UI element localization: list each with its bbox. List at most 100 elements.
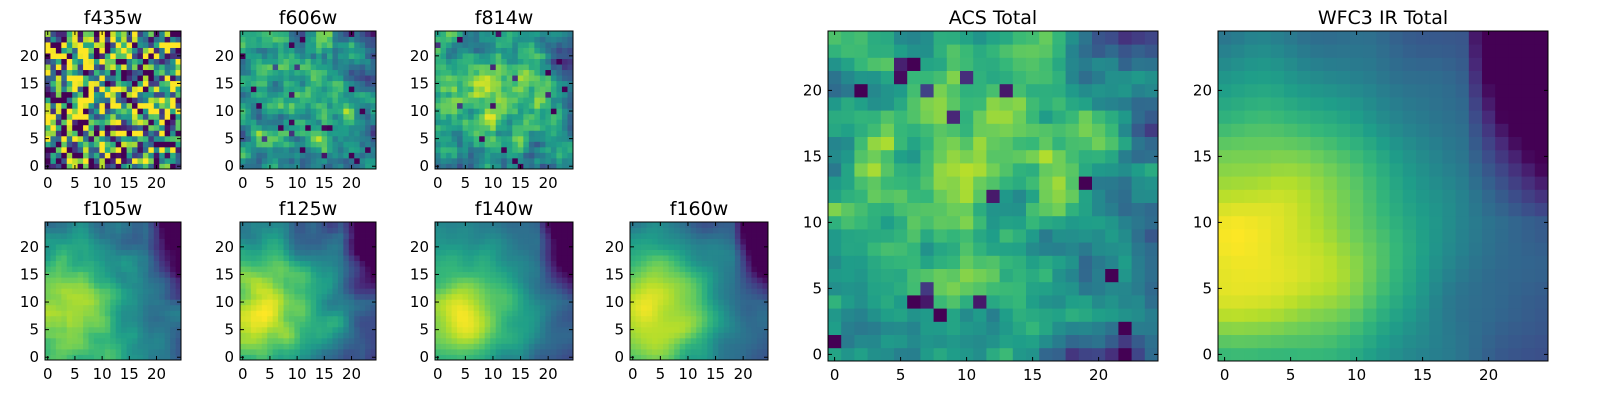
heatmap-cell xyxy=(1131,295,1146,309)
heatmap-cell xyxy=(479,321,486,328)
heatmap-cell xyxy=(250,80,257,87)
heatmap-cell xyxy=(294,53,301,59)
heatmap-cell xyxy=(261,282,268,289)
heatmap-cell xyxy=(170,271,176,278)
heatmap-cell xyxy=(370,146,377,153)
heatmap-cell xyxy=(484,304,491,311)
heatmap-cell xyxy=(365,288,371,295)
heatmap-cell xyxy=(451,157,458,164)
heatmap-cell xyxy=(468,53,475,59)
heatmap-cell xyxy=(567,343,574,350)
heatmap-cell xyxy=(164,255,171,262)
heatmap-cell xyxy=(473,102,480,109)
heatmap-cell xyxy=(457,69,463,76)
heatmap-cell xyxy=(148,47,155,54)
heatmap-cell xyxy=(718,260,725,267)
heatmap-cell xyxy=(61,271,68,278)
heatmap-cell xyxy=(278,119,284,126)
heatmap-cell xyxy=(299,119,306,126)
heatmap-cell xyxy=(646,348,653,355)
heatmap-cell xyxy=(132,146,138,153)
heatmap-cell xyxy=(635,222,642,228)
heatmap-cell xyxy=(88,249,95,256)
heatmap-cell xyxy=(354,332,361,339)
heatmap-cell xyxy=(348,244,355,250)
heatmap-cell xyxy=(512,249,519,256)
heatmap-cell xyxy=(170,119,176,126)
heatmap-cell xyxy=(517,255,524,262)
heatmap-cell xyxy=(245,80,252,87)
heatmap-cell xyxy=(250,31,257,37)
heatmap-cell xyxy=(479,157,486,164)
heatmap-cell xyxy=(506,299,513,306)
heatmap-cell xyxy=(734,255,741,262)
heatmap-cell xyxy=(534,97,541,104)
heatmap-cell xyxy=(501,119,508,126)
heatmap-cell xyxy=(696,238,703,245)
heatmap-cell xyxy=(539,86,546,93)
heatmap-cell xyxy=(137,326,144,333)
heatmap-cell xyxy=(348,348,355,355)
heatmap-cell xyxy=(473,53,480,59)
heatmap-cell xyxy=(473,332,480,339)
heatmap-cells xyxy=(828,31,1159,362)
heatmap-cell xyxy=(468,260,475,267)
heatmap-cell xyxy=(973,268,987,283)
heatmap-cell xyxy=(517,80,524,87)
heatmap-cell xyxy=(61,135,68,142)
heatmap-cell xyxy=(305,222,312,228)
heatmap-cell xyxy=(679,343,686,350)
heatmap-cell xyxy=(305,255,312,262)
heatmap-cell xyxy=(272,348,279,355)
heatmap-cell xyxy=(1118,295,1132,309)
heatmap-cell xyxy=(1026,255,1040,269)
heatmap-cell xyxy=(457,337,463,344)
heatmap-cell xyxy=(495,227,502,234)
heatmap-cell xyxy=(561,304,568,311)
heatmap-cell xyxy=(250,354,257,361)
heatmap-cell xyxy=(299,141,306,148)
heatmap-cell xyxy=(359,113,366,120)
heatmap-cell xyxy=(528,354,535,361)
heatmap-cell xyxy=(359,135,366,142)
heatmap-cell xyxy=(690,288,697,295)
heatmap-cell xyxy=(55,315,62,322)
heatmap-cell xyxy=(250,266,257,273)
heatmap-cell xyxy=(359,91,366,98)
heatmap-cell xyxy=(457,249,463,256)
heatmap-cell xyxy=(696,255,703,262)
heatmap-cell xyxy=(294,238,301,245)
heatmap-cell xyxy=(66,337,73,344)
heatmap-cell xyxy=(126,64,133,71)
heatmap-cell xyxy=(545,326,552,333)
heatmap-cell xyxy=(272,266,279,273)
heatmap-cell xyxy=(104,58,111,65)
heatmap-cell xyxy=(501,277,508,284)
heatmap-cell xyxy=(907,295,921,309)
heatmap-cell xyxy=(121,119,127,126)
heatmap-cell xyxy=(479,75,486,82)
heatmap-cell xyxy=(679,326,686,333)
heatmap-cell xyxy=(1078,334,1093,349)
heatmap-cell xyxy=(999,189,1014,203)
heatmap-cell xyxy=(93,113,100,120)
heatmap-cell xyxy=(751,310,758,317)
heatmap-cell xyxy=(495,293,502,300)
heatmap-cell xyxy=(523,58,530,65)
heatmap-cell xyxy=(539,321,546,328)
heatmap-cell xyxy=(245,233,252,239)
heatmap-cell xyxy=(332,249,339,256)
heatmap-cell xyxy=(1052,163,1066,177)
heatmap-cell xyxy=(72,293,79,300)
heatmap-cell xyxy=(506,47,513,54)
heatmap-cell xyxy=(164,102,171,109)
heatmap-cell xyxy=(484,337,491,344)
heatmap-cell xyxy=(137,130,144,137)
heatmap-cell xyxy=(245,97,252,104)
heatmap-cell xyxy=(657,332,664,339)
heatmap-cell xyxy=(272,91,279,98)
heatmap-cell xyxy=(321,69,328,76)
heatmap-cell xyxy=(261,260,268,267)
heatmap-cell xyxy=(630,260,636,267)
heatmap-cell xyxy=(93,343,100,350)
